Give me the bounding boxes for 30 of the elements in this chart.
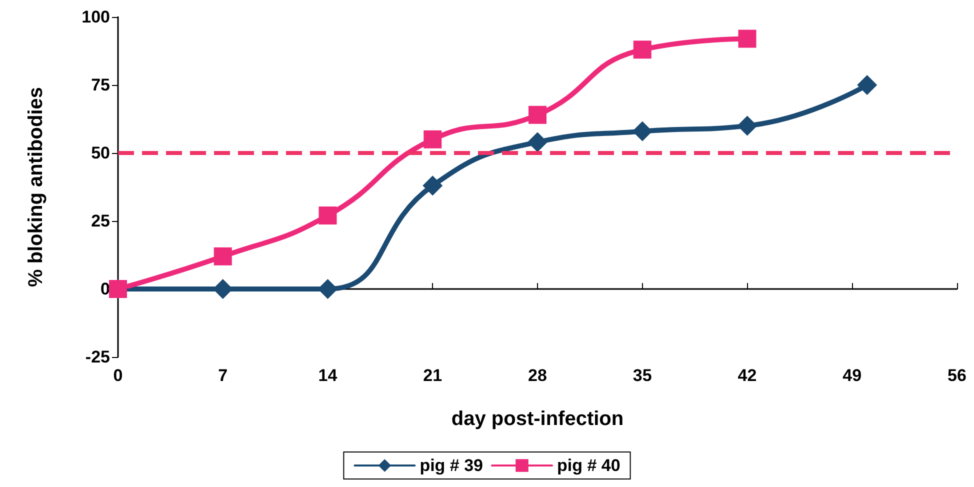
point <box>422 176 443 196</box>
x-tick-label: 21 <box>423 366 442 385</box>
x-tick-label: 42 <box>738 366 757 385</box>
x-tick-label: 28 <box>528 366 547 385</box>
y-tick-label: 25 <box>91 212 110 230</box>
point <box>214 247 232 266</box>
x-tick-label: 14 <box>318 366 338 385</box>
x-tick-label: 56 <box>948 366 966 385</box>
point <box>633 40 652 59</box>
point <box>738 30 756 48</box>
point <box>318 206 337 225</box>
legend-label: pig # 40 <box>557 456 620 475</box>
y-tick-label: 50 <box>91 144 110 162</box>
x-tick-label: 7 <box>218 366 228 385</box>
y-tick-label: 100 <box>82 8 110 26</box>
y-tick-label: 75 <box>91 76 110 94</box>
y-tick-label: -25 <box>85 348 110 366</box>
y-tick-label: 0 <box>100 280 110 298</box>
point <box>528 106 546 124</box>
x-tick-label: 49 <box>842 366 862 385</box>
point <box>424 130 442 148</box>
point <box>737 116 758 136</box>
point <box>528 132 548 152</box>
point <box>857 75 878 95</box>
x-tick-label: 0 <box>113 366 123 385</box>
point <box>632 121 652 142</box>
legend-label: pig # 39 <box>420 456 484 475</box>
y-axis-title: % bloking antibodies <box>25 86 47 288</box>
x-tick-label: 35 <box>632 366 652 385</box>
x-axis-title: day post-infection <box>451 408 624 430</box>
